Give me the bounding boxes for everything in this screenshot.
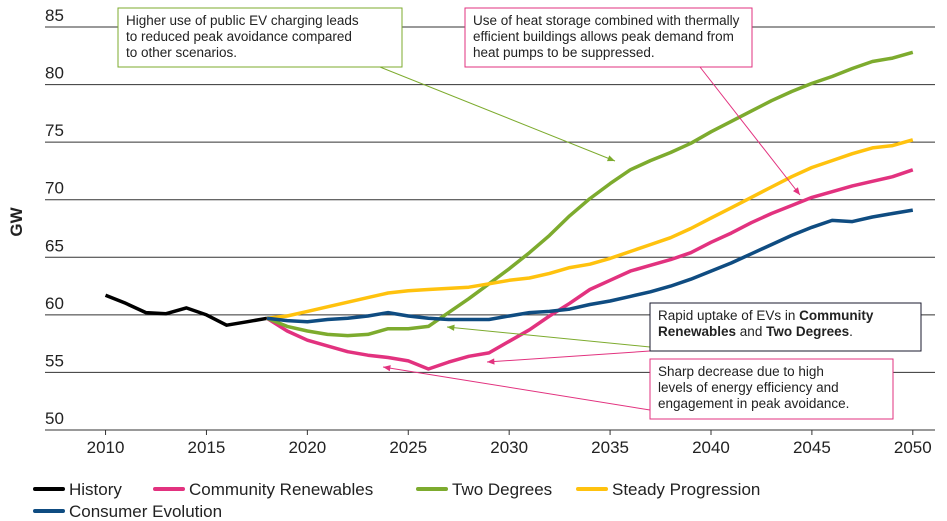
arrow-head [447, 324, 455, 331]
annotation-box [649, 302, 922, 352]
annotation-text: Sharp decrease due to high [658, 364, 824, 379]
arrow-head [487, 358, 495, 365]
annotation-text: levels of energy efficiency and [658, 380, 839, 395]
annotation-text: Rapid uptake of EVs in Community [658, 308, 874, 323]
annotation-box [117, 7, 403, 68]
annotation-text-part: Renewables [658, 324, 736, 339]
x-tick-label: 2035 [591, 438, 629, 457]
annotation-text-part: Community [799, 308, 874, 323]
annotation-text-part: efficient buildings allows peak demand f… [473, 29, 734, 44]
annotation-box [464, 7, 753, 68]
annotation-text-part: to reduced peak avoidance compared [126, 29, 352, 44]
x-tick-label: 2025 [389, 438, 427, 457]
x-tick-label: 2030 [490, 438, 528, 457]
annotation-text-part: engagement in peak avoidance. [658, 396, 849, 411]
annotation-text-part: and [736, 324, 766, 339]
series-line [266, 208, 914, 324]
y-tick-label: 65 [45, 236, 64, 255]
annotation-text-part: Rapid uptake of EVs in [658, 308, 799, 323]
arrow-line [379, 66, 616, 162]
x-tick-label: 2050 [894, 438, 932, 457]
legend-label: Community Renewables [189, 480, 373, 499]
arrow-head [383, 365, 391, 372]
y-tick-label: 50 [45, 409, 64, 428]
y-tick-label: 75 [45, 121, 64, 140]
annotation-text: Use of heat storage combined with therma… [473, 13, 740, 28]
annotation-text: engagement in peak avoidance. [658, 396, 849, 411]
annotation-text-part: heat pumps to be suppressed. [473, 45, 655, 60]
x-tick-label: 2040 [692, 438, 730, 457]
annotation-text: to other scenarios. [126, 45, 237, 60]
arrow-line [699, 66, 801, 196]
y-tick-label: 80 [45, 64, 64, 83]
legend-label: History [69, 480, 122, 499]
x-tick-label: 2045 [793, 438, 831, 457]
legend-label: Two Degrees [452, 480, 552, 499]
annotation-text: heat pumps to be suppressed. [473, 45, 655, 60]
annotation-text: efficient buildings allows peak demand f… [473, 29, 734, 44]
series-line [266, 138, 914, 321]
annotation-text: Renewables and Two Degrees. [658, 324, 853, 339]
y-tick-label: 55 [45, 351, 64, 370]
annotation-text-part: to other scenarios. [126, 45, 237, 60]
annotation-box [649, 358, 894, 420]
annotation-text: to reduced peak avoidance compared [126, 29, 352, 44]
y-axis-label: GW [7, 206, 26, 236]
legend-label: Steady Progression [612, 480, 760, 499]
arrow-line [486, 350, 651, 363]
series-line [266, 168, 914, 371]
annotation-text: Higher use of public EV charging leads [126, 13, 359, 28]
annotation-text-part: Higher use of public EV charging leads [126, 13, 359, 28]
annotation-text-part: Use of heat storage combined with therma… [473, 13, 740, 28]
y-tick-label: 70 [45, 179, 64, 198]
series-line [104, 293, 268, 327]
legend-label: Consumer Evolution [69, 502, 222, 521]
y-tick-label: 60 [45, 294, 64, 313]
annotation-text-part: Sharp decrease due to high [658, 364, 824, 379]
arrow-line [446, 326, 651, 348]
annotation-text-part: levels of energy efficiency and [658, 380, 839, 395]
arrow-head [793, 187, 800, 195]
arrow-line [382, 366, 651, 411]
x-tick-label: 2020 [288, 438, 326, 457]
arrow-head [607, 155, 615, 162]
annotation-text-part: Two Degrees [766, 324, 849, 339]
series-line [266, 50, 914, 338]
x-tick-label: 2010 [87, 438, 125, 457]
y-tick-label: 85 [45, 6, 64, 25]
annotation-text-part: . [849, 324, 853, 339]
x-tick-label: 2015 [188, 438, 226, 457]
